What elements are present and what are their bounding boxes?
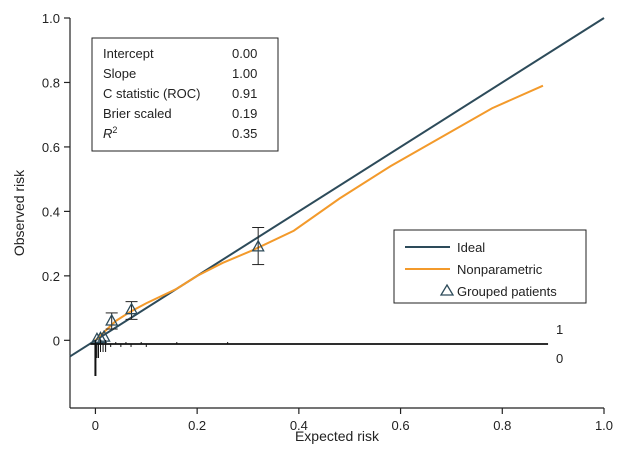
legend-border <box>393 229 587 304</box>
y-tick-label: 0.2 <box>42 269 60 284</box>
x-axis-ticks: 0 0.2 0.4 0.6 0.8 1.0 <box>92 408 613 433</box>
y-tick-label: 0.4 <box>42 204 60 219</box>
stats-value: 0.00 <box>232 46 257 61</box>
grouped-patient-marker <box>105 313 119 326</box>
stats-label: C statistic (ROC) <box>103 86 201 101</box>
x-tick-label: 0.8 <box>493 418 511 433</box>
stats-box-border <box>91 37 279 152</box>
x-tick-label: 0.4 <box>290 418 308 433</box>
nonparametric-series-line <box>94 84 544 342</box>
x-tick-label: 0.2 <box>188 418 206 433</box>
stats-label: R2 <box>103 125 117 141</box>
y-tick-label: 0.8 <box>42 75 60 90</box>
x-tick-label: 0 <box>92 418 99 433</box>
x-axis-title: Expected risk <box>295 428 380 444</box>
grouped-patient-marker <box>97 329 111 342</box>
y-tick-label: 0.6 <box>42 140 60 155</box>
y-tick-label: 1.0 <box>42 11 60 26</box>
rug-label-0: 0 <box>556 351 563 366</box>
stats-value: 0.35 <box>232 126 257 141</box>
stats-value: 0.19 <box>232 106 257 121</box>
x-tick-label: 0.6 <box>392 418 410 433</box>
rug-plot <box>90 340 549 376</box>
stats-box: Intercept 0.00 Slope 1.00 C statistic (ROC) 0… <box>91 37 279 152</box>
legend-grouped-patients-label: Grouped patients <box>457 284 557 299</box>
x-tick-label: 1.0 <box>595 418 613 433</box>
grouped-patient-marker <box>251 239 265 252</box>
legend: Ideal Nonparametric Grouped patients <box>393 229 587 304</box>
stats-label: Brier scaled <box>103 106 172 121</box>
legend-grouped-patients-marker <box>439 283 455 296</box>
stats-value: 1.00 <box>232 66 257 81</box>
legend-nonparametric-label: Nonparametric <box>457 262 543 277</box>
grouped-patient-marker <box>124 302 139 315</box>
stats-label: Intercept <box>103 46 154 61</box>
legend-ideal-label: Ideal <box>457 240 485 255</box>
y-tick-label: 0 <box>53 333 60 348</box>
rug-label-1: 1 <box>556 322 563 337</box>
stats-label: Slope <box>103 66 136 81</box>
ideal-series-line <box>69 17 605 358</box>
y-axis-ticks: 0 0.2 0.4 0.6 0.8 1.0 <box>42 11 70 348</box>
stats-value: 0.91 <box>232 86 257 101</box>
y-axis-title: Observed risk <box>11 169 27 256</box>
